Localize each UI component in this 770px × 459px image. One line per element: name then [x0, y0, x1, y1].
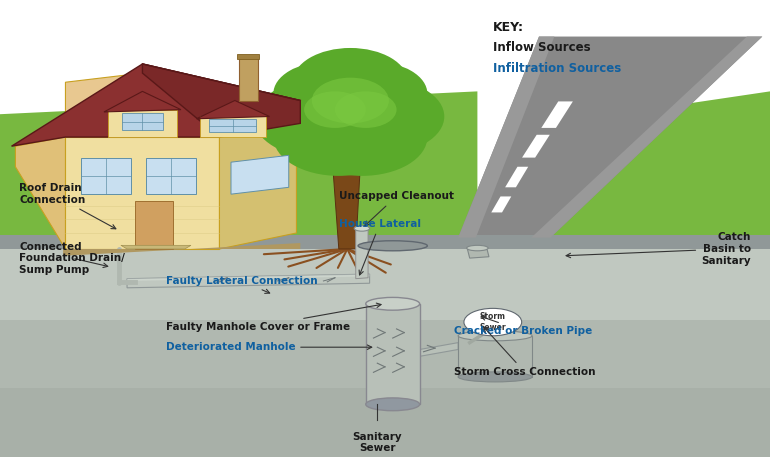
Polygon shape: [108, 110, 177, 137]
Polygon shape: [219, 123, 296, 249]
Polygon shape: [541, 101, 573, 128]
Circle shape: [273, 98, 404, 176]
Text: KEY:: KEY:: [493, 21, 524, 34]
Polygon shape: [0, 0, 770, 238]
Polygon shape: [522, 135, 550, 157]
Polygon shape: [127, 274, 370, 288]
Ellipse shape: [366, 297, 420, 310]
Polygon shape: [121, 245, 191, 249]
Ellipse shape: [366, 398, 420, 411]
Polygon shape: [0, 388, 770, 457]
Text: House Lateral: House Lateral: [339, 219, 420, 275]
Polygon shape: [0, 91, 477, 238]
Ellipse shape: [358, 241, 427, 251]
Polygon shape: [491, 196, 511, 213]
Polygon shape: [356, 229, 368, 279]
Circle shape: [304, 91, 366, 128]
Circle shape: [273, 62, 381, 126]
Text: Inflow Sources: Inflow Sources: [493, 41, 591, 55]
Text: Storm Cross Connection: Storm Cross Connection: [454, 327, 596, 377]
Polygon shape: [420, 342, 458, 356]
Text: Faulty Lateral Connection: Faulty Lateral Connection: [166, 276, 317, 293]
Polygon shape: [196, 101, 270, 119]
Polygon shape: [231, 155, 289, 194]
Text: Sanitary
Sewer: Sanitary Sewer: [353, 432, 402, 453]
Circle shape: [273, 59, 427, 151]
Circle shape: [320, 62, 427, 126]
Polygon shape: [65, 73, 142, 137]
Polygon shape: [142, 64, 300, 137]
Polygon shape: [200, 117, 266, 137]
Polygon shape: [12, 64, 300, 146]
Polygon shape: [15, 137, 65, 249]
Text: Storm
Sewer: Storm Sewer: [480, 313, 506, 332]
Circle shape: [335, 91, 397, 128]
Polygon shape: [237, 54, 259, 59]
Circle shape: [293, 48, 408, 117]
Polygon shape: [146, 157, 196, 194]
Polygon shape: [458, 336, 532, 377]
Polygon shape: [127, 274, 370, 281]
Polygon shape: [505, 167, 528, 187]
Polygon shape: [135, 201, 173, 249]
Text: Infiltration Sources: Infiltration Sources: [493, 62, 621, 75]
Polygon shape: [333, 164, 360, 249]
Text: Deteriorated Manhole: Deteriorated Manhole: [166, 342, 372, 352]
Polygon shape: [0, 320, 770, 388]
Text: Connected
Foundation Drain/
Sump Pump: Connected Foundation Drain/ Sump Pump: [19, 241, 125, 275]
Text: Uncapped Cleanout: Uncapped Cleanout: [339, 191, 454, 226]
Polygon shape: [524, 91, 770, 238]
Text: Cracked or Broken Pipe: Cracked or Broken Pipe: [454, 316, 593, 336]
Polygon shape: [239, 57, 258, 101]
Ellipse shape: [467, 245, 488, 251]
Text: Faulty Manhole Cover or Frame: Faulty Manhole Cover or Frame: [166, 303, 381, 332]
Polygon shape: [531, 37, 762, 238]
Polygon shape: [458, 37, 762, 238]
Polygon shape: [63, 243, 300, 256]
Polygon shape: [458, 37, 554, 238]
Polygon shape: [467, 247, 489, 258]
Polygon shape: [209, 119, 256, 133]
Text: Roof Drain
Connection: Roof Drain Connection: [19, 183, 116, 229]
Polygon shape: [65, 137, 219, 249]
Polygon shape: [0, 235, 770, 249]
Ellipse shape: [458, 331, 532, 341]
Circle shape: [318, 79, 444, 154]
Ellipse shape: [464, 308, 522, 336]
Ellipse shape: [458, 372, 532, 382]
Polygon shape: [0, 238, 770, 320]
Polygon shape: [81, 157, 131, 194]
Ellipse shape: [354, 226, 370, 231]
Circle shape: [296, 98, 427, 176]
Polygon shape: [104, 91, 181, 112]
Circle shape: [254, 80, 385, 157]
Polygon shape: [366, 304, 420, 404]
Polygon shape: [122, 113, 163, 130]
Circle shape: [312, 78, 389, 123]
Text: Catch
Basin to
Sanitary: Catch Basin to Sanitary: [566, 232, 751, 266]
